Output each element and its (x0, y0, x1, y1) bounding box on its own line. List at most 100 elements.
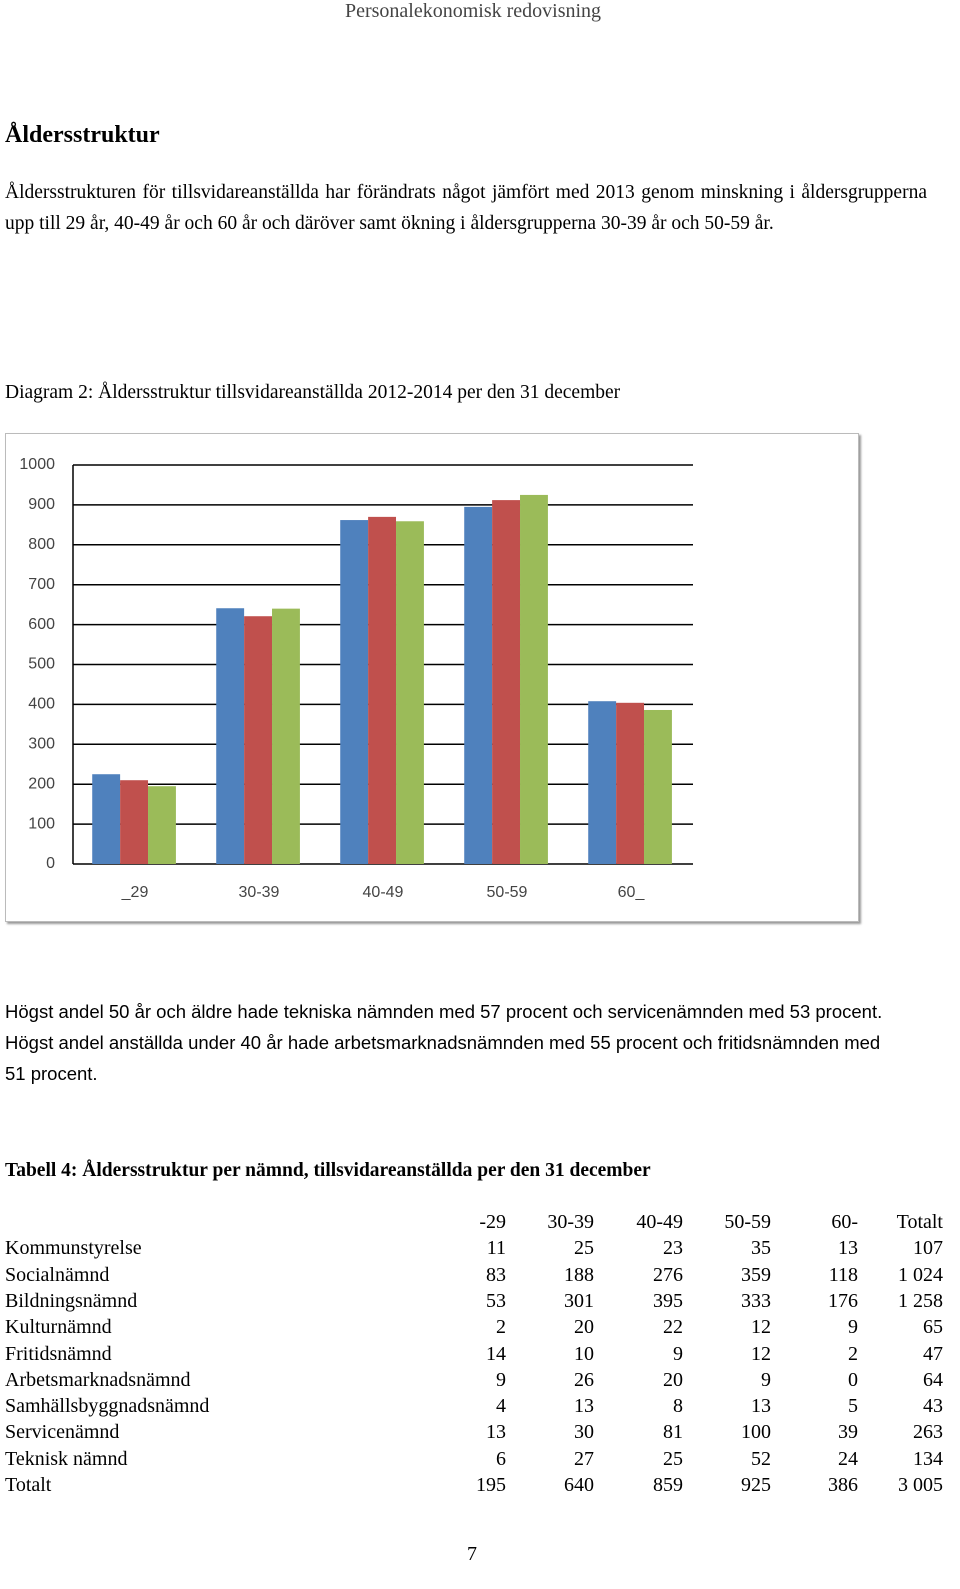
table-cell: 9 (496, 1368, 506, 1391)
table-cell: 43 (923, 1395, 943, 1418)
table-cell: Kulturnämnd (5, 1316, 112, 1339)
table-cell: 100 (741, 1421, 771, 1444)
y-tick-label: 0 (46, 855, 55, 872)
section-heading: Åldersstruktur (5, 122, 160, 148)
table-cell: Kommunstyrelse (5, 1237, 142, 1260)
y-tick-label: 600 (28, 616, 55, 633)
table-cell: 27 (574, 1447, 594, 1470)
table-cell: 925 (741, 1474, 771, 1496)
table-cell: 10 (574, 1342, 594, 1365)
bar (148, 786, 176, 864)
table-cell: 4 (496, 1395, 506, 1418)
table-cell: 23 (663, 1237, 683, 1260)
table-cell: 47 (923, 1342, 943, 1365)
table-cell: Arbetsmarknadsnämnd (5, 1368, 191, 1391)
table-cell: 52 (751, 1447, 771, 1470)
table-cell: Samhällsbyggnadsnämnd (5, 1395, 210, 1418)
table-cell: 176 (828, 1289, 858, 1312)
table-cell: 25 (574, 1237, 594, 1260)
x-tick-label: 50-59 (487, 884, 528, 901)
y-tick-label: 1000 (19, 456, 55, 473)
table-cell: 276 (653, 1263, 683, 1286)
table-caption: Tabell 4: Åldersstruktur per nämnd, till… (5, 1160, 651, 1181)
table-cell: 0 (848, 1368, 858, 1391)
table-cell: 50-59 (724, 1211, 771, 1233)
y-tick-label: 200 (28, 775, 55, 792)
paragraph: Åldersstrukturen för tillsvidareanställd… (5, 182, 927, 234)
table-cell: 263 (913, 1421, 943, 1444)
bar (244, 616, 273, 864)
table-cell: 395 (653, 1289, 683, 1312)
y-tick-label: 500 (28, 656, 55, 673)
table-cell: 35 (751, 1237, 771, 1260)
bar (340, 520, 369, 864)
page-number: 7 (467, 1543, 477, 1565)
table-cell: 13 (838, 1237, 858, 1260)
table-cell: 2 (496, 1316, 506, 1339)
table-cell: 9 (848, 1316, 858, 1339)
x-tick-label: 40-49 (363, 884, 404, 901)
table-cell: 640 (564, 1474, 594, 1496)
y-tick-label: 300 (28, 736, 55, 753)
table-cell: 81 (663, 1421, 683, 1444)
table-cell: 30-39 (547, 1211, 594, 1233)
table-cell: 64 (923, 1368, 943, 1391)
y-tick-label: 800 (28, 536, 55, 553)
bar (396, 521, 424, 864)
x-tick-label: 60_ (618, 884, 646, 901)
table-cell: 859 (653, 1474, 683, 1496)
bar (216, 608, 245, 864)
table-cell: 13 (574, 1395, 594, 1418)
table-cell: 359 (741, 1263, 771, 1286)
table-cell: 301 (564, 1289, 594, 1312)
chart-title: Diagram 2: Åldersstruktur tillsvidareans… (5, 382, 621, 403)
table-cell: 2 (848, 1342, 858, 1365)
bar (616, 702, 645, 864)
table-cell: 83 (486, 1263, 506, 1286)
table-cell: 40-49 (636, 1211, 683, 1233)
table-cell: 333 (741, 1289, 771, 1312)
y-tick-label: 900 (28, 496, 55, 513)
table-cell: 25 (663, 1447, 683, 1470)
table-cell: 3 005 (898, 1474, 943, 1496)
table-cell: Teknisk nämnd (5, 1447, 128, 1470)
bar (272, 608, 300, 864)
table-cell: 20 (663, 1368, 683, 1391)
y-tick-label: 700 (28, 576, 55, 593)
bar (520, 494, 548, 864)
table-cell: 24 (838, 1447, 858, 1470)
table-cell: 65 (923, 1316, 943, 1339)
table-cell: 107 (913, 1237, 943, 1260)
bar (464, 506, 493, 864)
y-tick-label: 100 (28, 815, 55, 832)
table-cell: 22 (663, 1316, 683, 1339)
table-cell: Fritidsnämnd (5, 1342, 112, 1365)
table-cell: 53 (486, 1289, 506, 1312)
table-cell: 8 (673, 1395, 683, 1418)
table-cell: 30 (574, 1421, 594, 1444)
table-cell: 20 (574, 1316, 594, 1339)
chart-frame (5, 433, 859, 922)
bar (368, 516, 397, 864)
table-cell: 1 258 (898, 1289, 943, 1312)
table-cell: 11 (486, 1237, 506, 1260)
bar (120, 780, 149, 864)
table-cell: 26 (574, 1368, 594, 1391)
bar (92, 774, 121, 864)
table-cell: 195 (476, 1474, 506, 1496)
page-header: Personalekonomisk redovisning (344, 0, 602, 22)
table-cell: 60- (831, 1211, 858, 1233)
table-cell: 5 (848, 1395, 858, 1418)
table-cell: 134 (913, 1447, 943, 1470)
table-cell: 188 (564, 1263, 594, 1286)
bar (588, 701, 617, 864)
table-cell: Totalt (896, 1211, 943, 1233)
y-tick-label: 400 (28, 696, 55, 713)
table-cell: Totalt (5, 1474, 52, 1496)
table-cell: 9 (673, 1342, 683, 1365)
table-cell: 13 (751, 1395, 771, 1418)
table-cell: 12 (751, 1342, 771, 1365)
table-cell: 13 (486, 1421, 506, 1444)
